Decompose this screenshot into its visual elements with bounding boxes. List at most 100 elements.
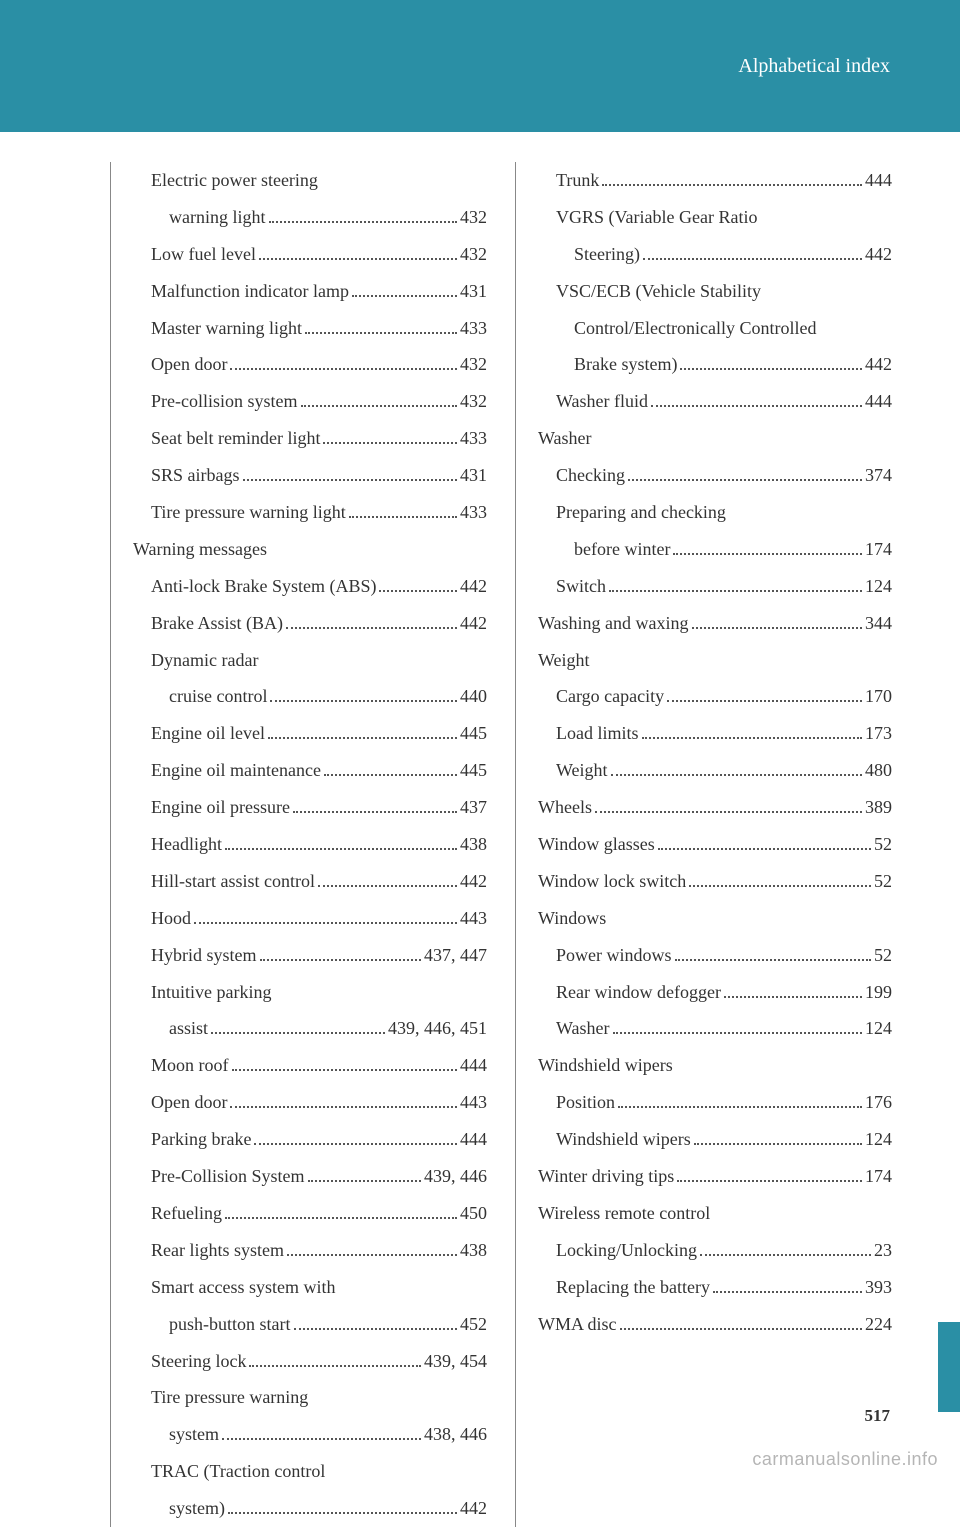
index-entry: Hybrid system437, 447 <box>133 937 487 974</box>
entry-page: 444 <box>865 162 892 199</box>
entry-page: 439, 454 <box>424 1343 487 1380</box>
leader-dots <box>230 368 457 370</box>
entry-page: 176 <box>865 1084 892 1121</box>
entry-page: 442 <box>460 568 487 605</box>
index-entry: WMA disc224 <box>538 1306 892 1343</box>
entry-page: 173 <box>865 715 892 752</box>
leader-dots <box>225 1217 457 1219</box>
leader-dots <box>305 332 457 334</box>
entry-page: 445 <box>460 752 487 789</box>
entry-label: Pre-Collision System <box>151 1158 305 1195</box>
leader-dots <box>243 479 457 481</box>
entry-label: Brake Assist (BA) <box>151 605 283 642</box>
entry-page: 444 <box>865 383 892 420</box>
leader-dots <box>609 590 862 592</box>
entry-page: 440 <box>460 678 487 715</box>
leader-dots <box>294 1328 458 1330</box>
entry-label: Windshield wipers <box>538 1047 673 1084</box>
index-entry: Low fuel level432 <box>133 236 487 273</box>
index-entry: Windshield wipers <box>538 1047 892 1084</box>
entry-page: 437 <box>460 789 487 826</box>
leader-dots <box>254 1143 457 1145</box>
entry-label: Checking <box>556 457 625 494</box>
leader-dots <box>620 1328 863 1330</box>
entry-label: WMA disc <box>538 1306 617 1343</box>
leader-dots <box>225 848 457 850</box>
index-entry: cruise control440 <box>133 678 487 715</box>
entry-label: system) <box>169 1490 225 1527</box>
entry-label: Headlight <box>151 826 222 863</box>
index-entry: Trunk444 <box>538 162 892 199</box>
index-entry: assist439, 446, 451 <box>133 1010 487 1047</box>
leader-dots <box>618 1106 862 1108</box>
index-entry: VSC/ECB (Vehicle Stability <box>538 273 892 310</box>
entry-label: assist <box>169 1010 208 1047</box>
index-entry: before winter174 <box>538 531 892 568</box>
index-entry: Hill-start assist control 442 <box>133 863 487 900</box>
index-entry: Window lock switch52 <box>538 863 892 900</box>
index-entry: Engine oil level445 <box>133 715 487 752</box>
index-entry: Anti-lock Brake System (ABS) 442 <box>133 568 487 605</box>
entry-page: 199 <box>865 974 892 1011</box>
leader-dots <box>713 1291 862 1293</box>
entry-label: Open door <box>151 1084 227 1121</box>
index-entry: Seat belt reminder light433 <box>133 420 487 457</box>
index-entry: Windows <box>538 900 892 937</box>
leader-dots <box>651 405 862 407</box>
entry-label: Hill-start assist control <box>151 863 315 900</box>
leader-dots <box>249 1365 421 1367</box>
entry-page: 442 <box>460 1490 487 1527</box>
index-entry: Wheels389 <box>538 789 892 826</box>
entry-label: Washer <box>538 420 592 457</box>
entry-label: Washing and waxing <box>538 605 689 642</box>
entry-label: Engine oil pressure <box>151 789 290 826</box>
index-entry: Steering)442 <box>538 236 892 273</box>
entry-label: Washer fluid <box>556 383 648 420</box>
index-content: Electric power steeringwarning light432L… <box>0 132 960 1527</box>
header-bar: Alphabetical index <box>0 0 960 132</box>
entry-page: 433 <box>460 310 487 347</box>
leader-dots <box>675 959 872 961</box>
entry-page: 124 <box>865 1121 892 1158</box>
entry-label: Rear window defogger <box>556 974 721 1011</box>
entry-label: Tire pressure warning light <box>151 494 346 531</box>
entry-label: Switch <box>556 568 606 605</box>
entry-page: 393 <box>865 1269 892 1306</box>
index-entry: SRS airbags431 <box>133 457 487 494</box>
leader-dots <box>680 368 862 370</box>
index-entry: Hood443 <box>133 900 487 937</box>
leader-dots <box>323 442 457 444</box>
index-entry: Weight480 <box>538 752 892 789</box>
index-entry: Locking/Unlocking23 <box>538 1232 892 1269</box>
index-entry: Position176 <box>538 1084 892 1121</box>
entry-label: Anti-lock Brake System (ABS) <box>151 568 376 605</box>
entry-page: 442 <box>460 863 487 900</box>
leader-dots <box>724 996 862 998</box>
index-entry: Preparing and checking <box>538 494 892 531</box>
entry-label: Parking brake <box>151 1121 251 1158</box>
leader-dots <box>689 885 871 887</box>
entry-page: 439, 446 <box>424 1158 487 1195</box>
index-entry: Rear lights system438 <box>133 1232 487 1269</box>
entry-label: Weight <box>556 752 608 789</box>
index-entry: Headlight 438 <box>133 826 487 863</box>
entry-page: 438 <box>460 826 487 863</box>
entry-label: Weight <box>538 642 590 679</box>
entry-page: 443 <box>460 1084 487 1121</box>
leader-dots <box>643 258 862 260</box>
leader-dots <box>308 1180 421 1182</box>
leader-dots <box>270 700 457 702</box>
entry-label: Window glasses <box>538 826 655 863</box>
index-entry: Window glasses52 <box>538 826 892 863</box>
leader-dots <box>228 1512 457 1514</box>
entry-label: Low fuel level <box>151 236 256 273</box>
leader-dots <box>595 811 862 813</box>
index-entry: system) 442 <box>133 1490 487 1527</box>
leader-dots <box>642 737 863 739</box>
entry-page: 52 <box>874 863 892 900</box>
header-title: Alphabetical index <box>738 55 890 78</box>
index-entry: Replacing the battery393 <box>538 1269 892 1306</box>
index-entry: Pre-collision system432 <box>133 383 487 420</box>
entry-label: Hood <box>151 900 191 937</box>
entry-label: Tire pressure warning <box>151 1379 308 1416</box>
